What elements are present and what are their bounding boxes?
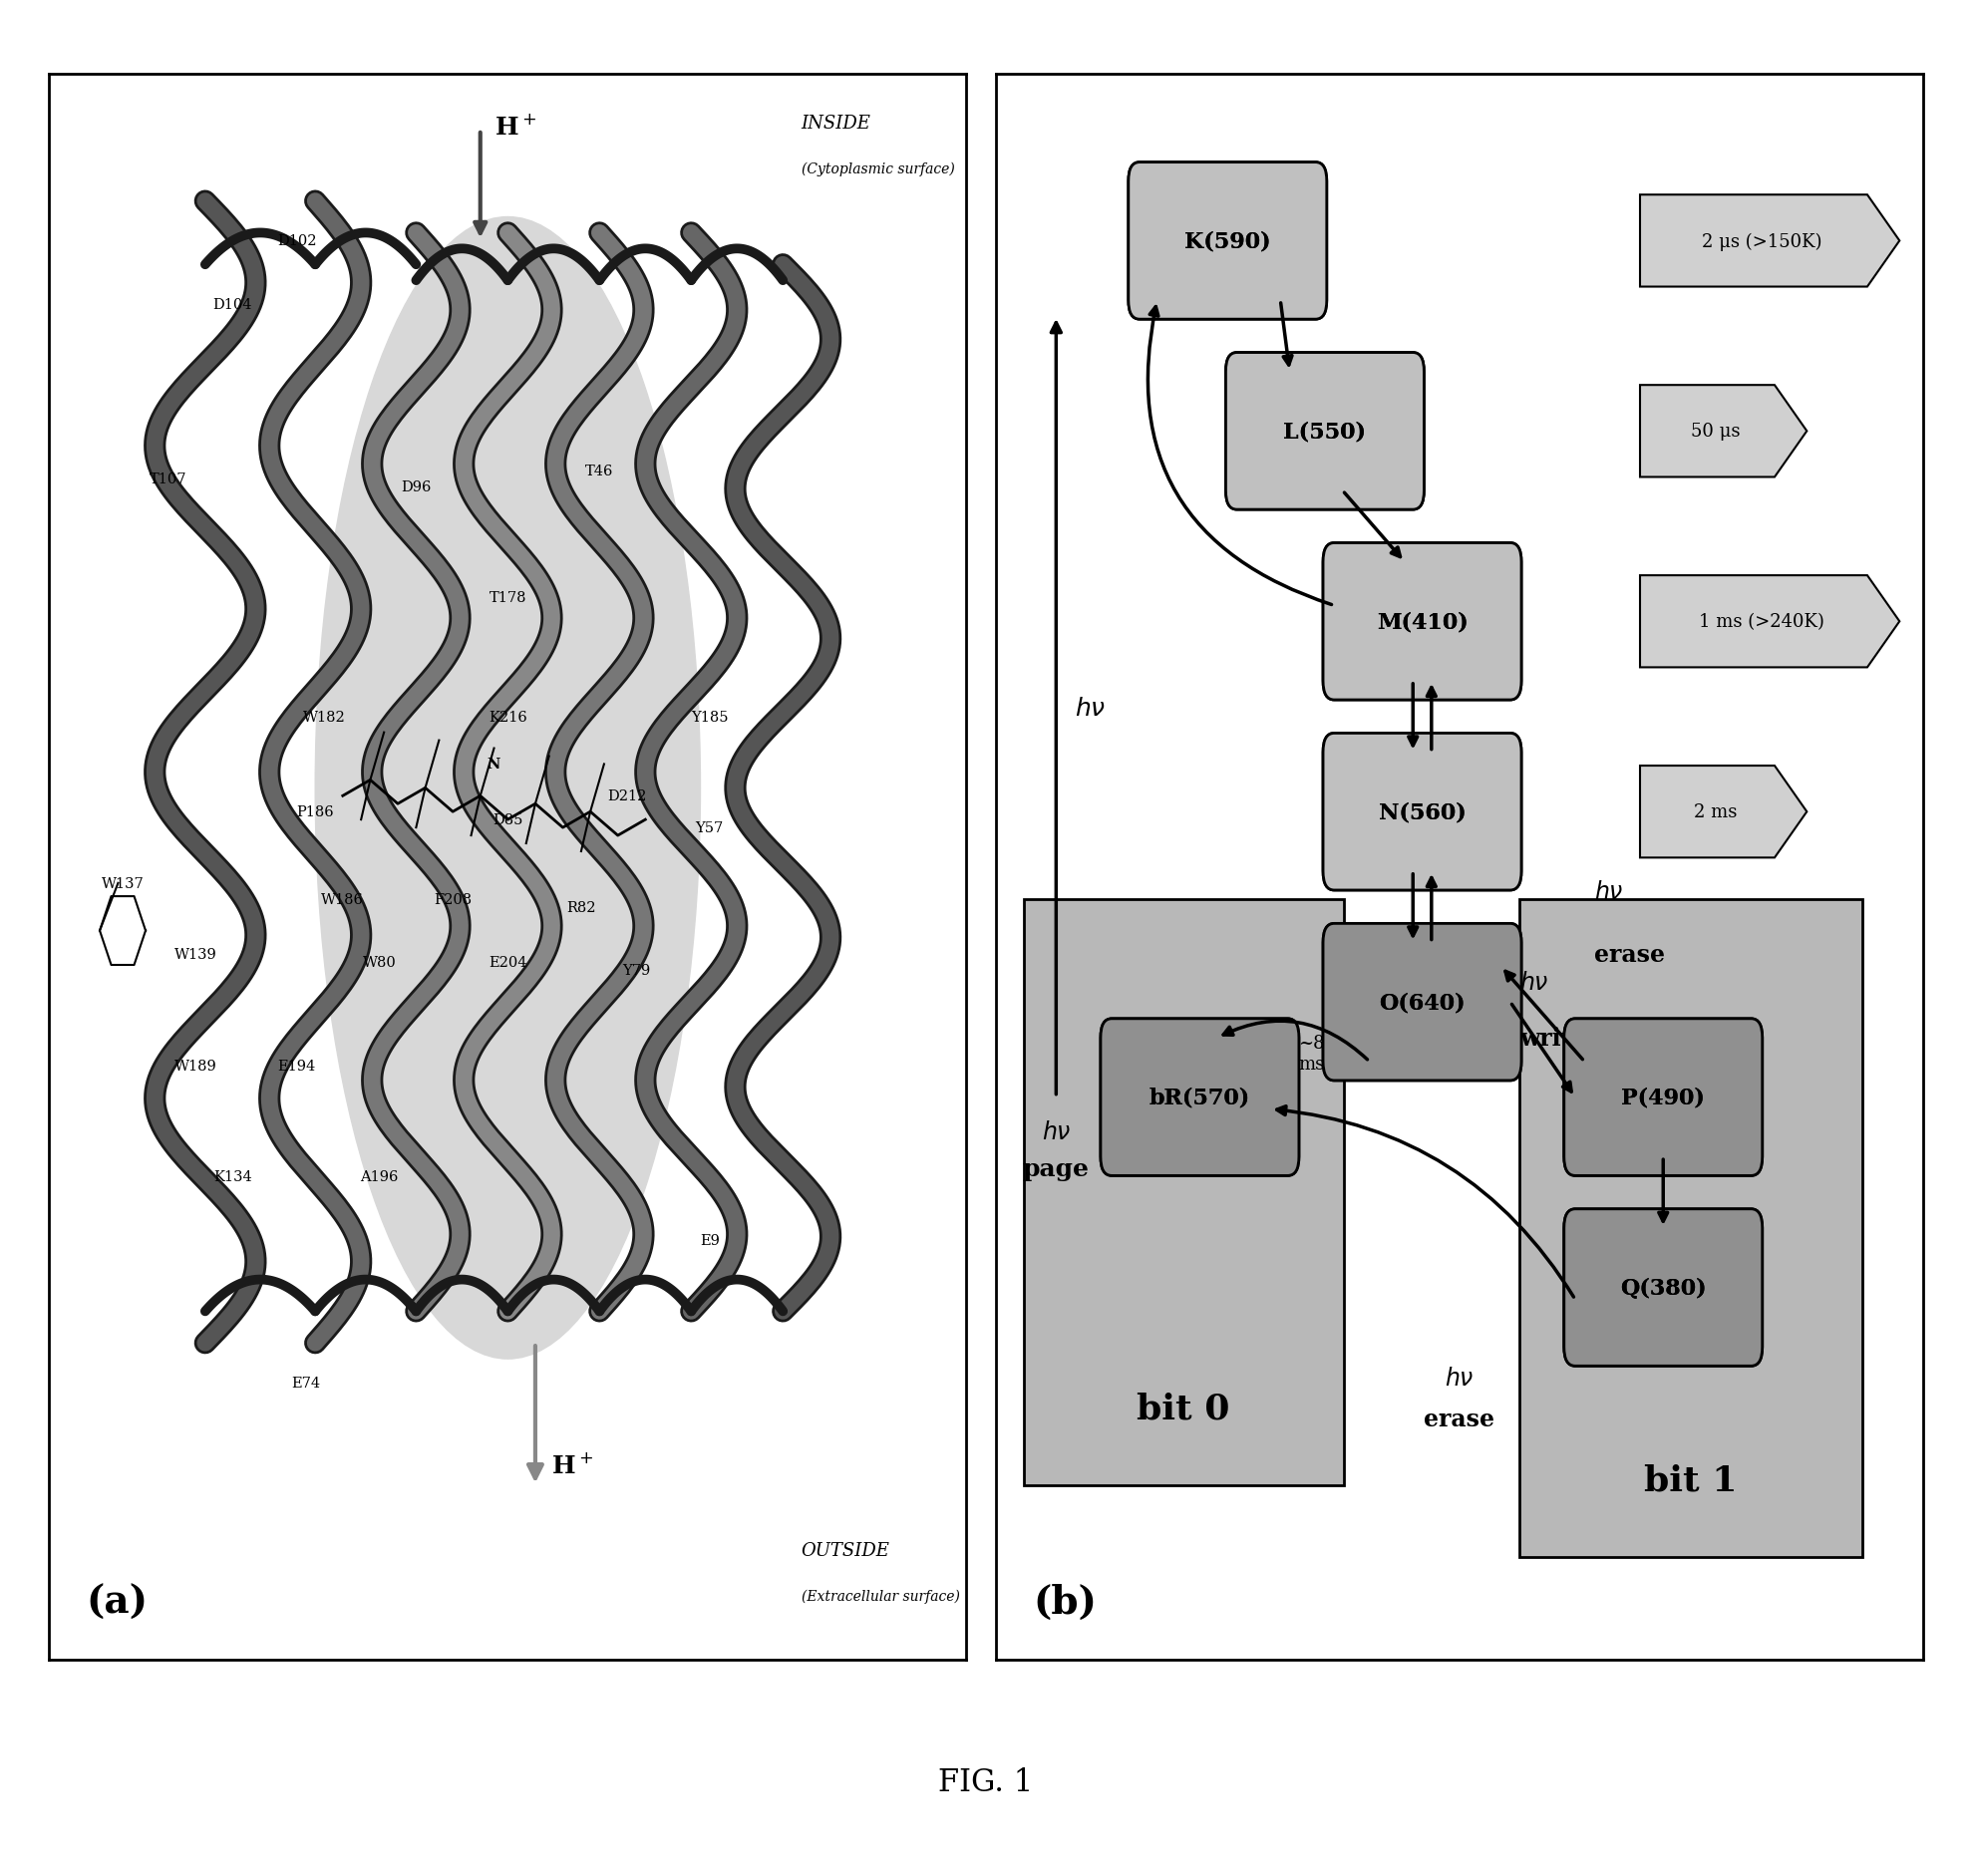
FancyBboxPatch shape bbox=[1323, 544, 1520, 700]
FancyBboxPatch shape bbox=[1323, 734, 1520, 891]
Text: E9: E9 bbox=[700, 1233, 720, 1248]
Text: (Extracellular surface): (Extracellular surface) bbox=[801, 1589, 960, 1604]
Text: A196: A196 bbox=[361, 1171, 398, 1184]
Text: bR(570): bR(570) bbox=[1150, 1086, 1250, 1109]
Text: bit 1: bit 1 bbox=[1645, 1463, 1737, 1497]
Text: D96: D96 bbox=[400, 480, 432, 493]
Text: Y79: Y79 bbox=[621, 964, 651, 977]
Text: T46: T46 bbox=[586, 465, 613, 478]
Text: W137: W137 bbox=[101, 876, 144, 891]
FancyBboxPatch shape bbox=[1323, 923, 1520, 1081]
Text: O(640): O(640) bbox=[1378, 991, 1465, 1013]
FancyBboxPatch shape bbox=[1128, 163, 1327, 321]
Text: T178: T178 bbox=[489, 591, 527, 606]
Text: Q(380): Q(380) bbox=[1621, 1278, 1706, 1298]
Text: W139: W139 bbox=[176, 947, 217, 962]
Text: W186: W186 bbox=[321, 893, 365, 906]
FancyBboxPatch shape bbox=[1564, 1019, 1763, 1176]
Text: (a): (a) bbox=[87, 1583, 148, 1621]
Text: $h\nu$: $h\nu$ bbox=[1593, 880, 1623, 904]
Text: write: write bbox=[1520, 1026, 1587, 1051]
Text: 2 ms: 2 ms bbox=[1694, 803, 1737, 822]
Text: bit 0: bit 0 bbox=[1138, 1392, 1231, 1426]
Text: N(560): N(560) bbox=[1378, 801, 1465, 824]
Text: 2 μs (>150K): 2 μs (>150K) bbox=[1702, 233, 1822, 251]
Text: 1 ms (>240K): 1 ms (>240K) bbox=[1700, 613, 1824, 630]
Polygon shape bbox=[1641, 386, 1806, 478]
Text: $h\nu$: $h\nu$ bbox=[1041, 1122, 1071, 1144]
FancyBboxPatch shape bbox=[1564, 1019, 1763, 1176]
Text: (Cytoplasmic surface): (Cytoplasmic surface) bbox=[801, 161, 954, 176]
Text: Y185: Y185 bbox=[690, 711, 728, 724]
Text: M(410): M(410) bbox=[1376, 612, 1467, 632]
Text: O(640): O(640) bbox=[1378, 991, 1465, 1013]
Text: H$^+$: H$^+$ bbox=[495, 114, 536, 139]
Polygon shape bbox=[1641, 765, 1806, 857]
Text: L(550): L(550) bbox=[1284, 420, 1367, 443]
Text: page: page bbox=[1023, 1157, 1089, 1180]
FancyBboxPatch shape bbox=[1128, 163, 1327, 321]
Text: OUTSIDE: OUTSIDE bbox=[801, 1542, 889, 1559]
Polygon shape bbox=[1641, 576, 1899, 668]
FancyBboxPatch shape bbox=[1564, 1210, 1763, 1366]
Text: (b): (b) bbox=[1033, 1583, 1096, 1621]
Text: P186: P186 bbox=[296, 805, 333, 820]
FancyBboxPatch shape bbox=[1227, 353, 1424, 510]
FancyBboxPatch shape bbox=[1323, 544, 1520, 700]
Text: $h\nu$: $h\nu$ bbox=[1445, 1368, 1473, 1390]
FancyBboxPatch shape bbox=[1323, 734, 1520, 891]
Text: $h\nu$: $h\nu$ bbox=[1075, 698, 1106, 720]
Text: P(490): P(490) bbox=[1621, 1086, 1706, 1109]
Text: 50 μs: 50 μs bbox=[1690, 422, 1739, 441]
Text: K216: K216 bbox=[489, 711, 527, 724]
Text: T107: T107 bbox=[150, 473, 187, 486]
Text: INSIDE: INSIDE bbox=[801, 114, 872, 133]
Text: E194: E194 bbox=[278, 1058, 316, 1073]
Text: D102: D102 bbox=[278, 234, 317, 248]
Text: K(590): K(590) bbox=[1185, 231, 1270, 253]
Bar bbox=[1023, 899, 1343, 1486]
FancyBboxPatch shape bbox=[1100, 1019, 1300, 1176]
Text: K134: K134 bbox=[213, 1171, 252, 1184]
Text: ~8
ms: ~8 ms bbox=[1298, 1034, 1323, 1073]
Text: F208: F208 bbox=[434, 893, 471, 906]
Text: P(490): P(490) bbox=[1621, 1086, 1706, 1109]
Text: M(410): M(410) bbox=[1376, 612, 1467, 632]
Text: erase: erase bbox=[1593, 944, 1664, 966]
FancyBboxPatch shape bbox=[1100, 1019, 1300, 1176]
Text: E74: E74 bbox=[292, 1375, 321, 1390]
Ellipse shape bbox=[316, 218, 700, 1358]
Text: D212: D212 bbox=[607, 790, 647, 803]
Polygon shape bbox=[1641, 195, 1899, 287]
Text: bR(570): bR(570) bbox=[1150, 1086, 1250, 1109]
FancyBboxPatch shape bbox=[1323, 923, 1520, 1081]
Text: D104: D104 bbox=[213, 298, 252, 311]
FancyBboxPatch shape bbox=[1227, 353, 1424, 510]
Bar bbox=[1520, 899, 1862, 1557]
Text: N(560): N(560) bbox=[1378, 801, 1465, 824]
Text: Q(380): Q(380) bbox=[1621, 1278, 1706, 1298]
Text: D85: D85 bbox=[493, 812, 523, 827]
Text: W80: W80 bbox=[363, 955, 396, 970]
Text: FIG. 1: FIG. 1 bbox=[939, 1767, 1033, 1797]
FancyBboxPatch shape bbox=[1564, 1210, 1763, 1366]
Text: W182: W182 bbox=[304, 711, 345, 724]
Text: N: N bbox=[487, 758, 501, 771]
Text: erase: erase bbox=[1424, 1407, 1495, 1431]
Text: R82: R82 bbox=[566, 900, 596, 914]
Text: L(550): L(550) bbox=[1284, 420, 1367, 443]
Text: E204: E204 bbox=[489, 955, 527, 970]
Text: $h\nu$: $h\nu$ bbox=[1520, 972, 1550, 994]
Text: K(590): K(590) bbox=[1185, 231, 1270, 253]
Text: Y57: Y57 bbox=[696, 822, 724, 835]
Text: H$^+$: H$^+$ bbox=[552, 1454, 594, 1478]
Text: W189: W189 bbox=[176, 1058, 217, 1073]
